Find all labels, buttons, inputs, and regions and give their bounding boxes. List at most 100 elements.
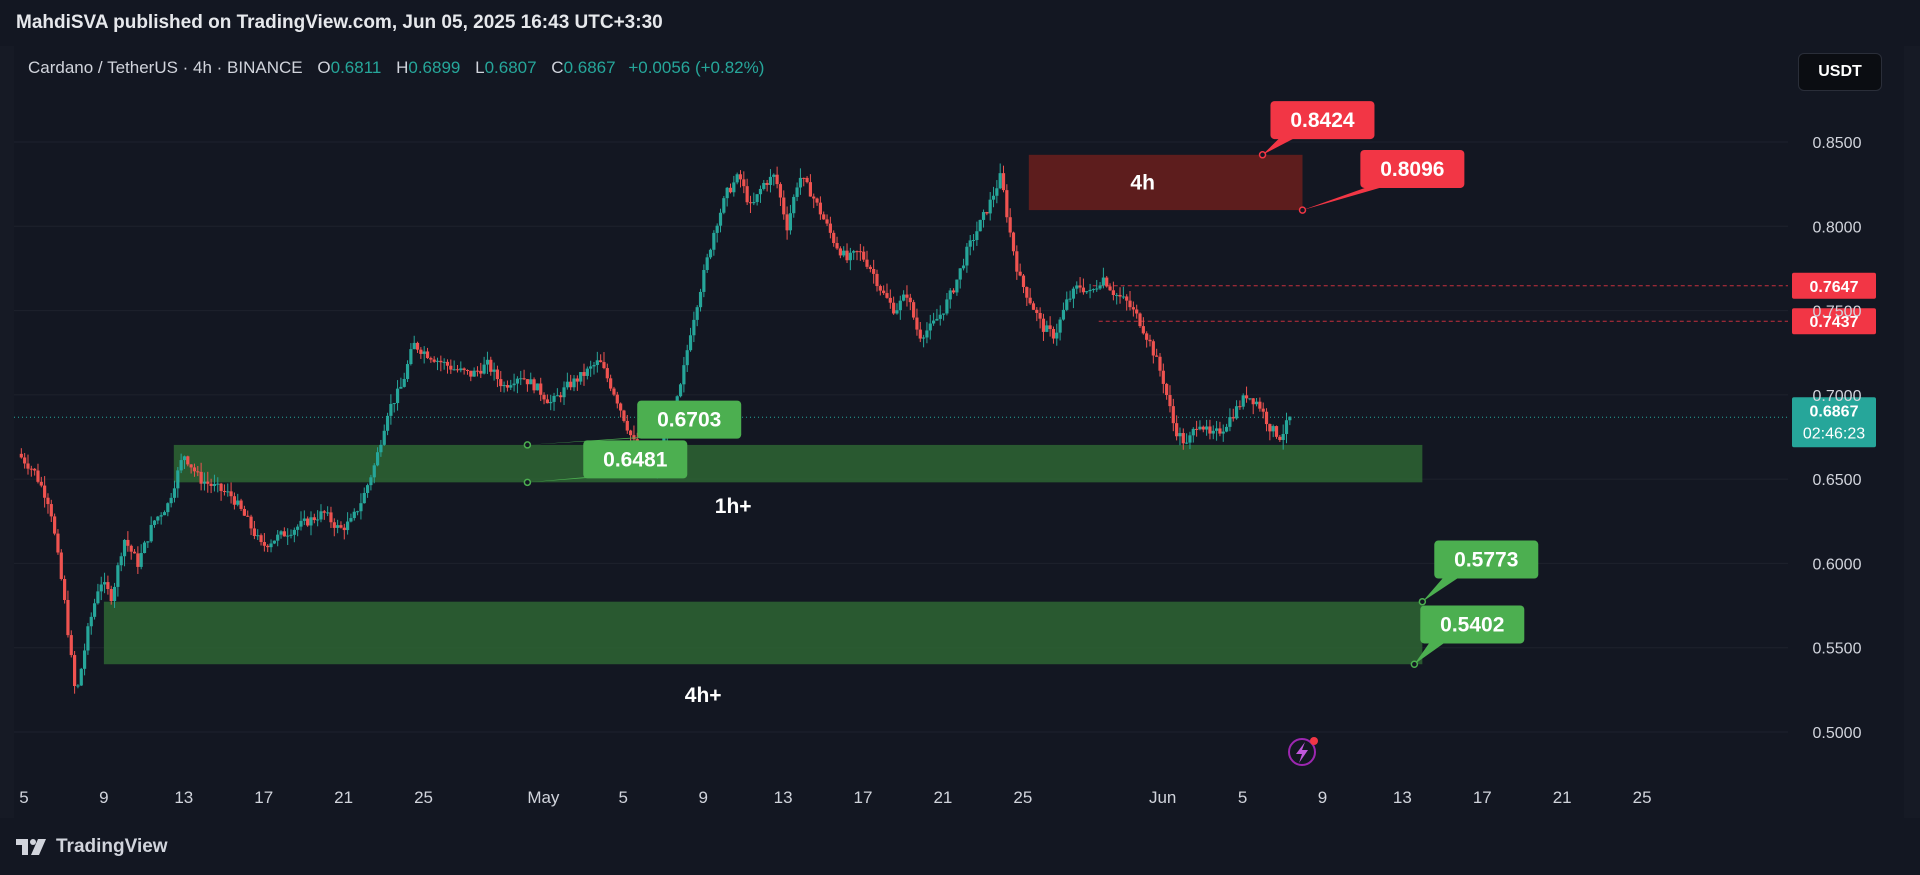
candle-body (1108, 286, 1112, 291)
candle-body (375, 452, 380, 466)
candle-body (725, 187, 729, 199)
candle-body (562, 387, 566, 398)
flash-icon[interactable] (1288, 737, 1318, 766)
candle-body (359, 503, 363, 512)
candle-body (625, 420, 629, 431)
candle-body (82, 650, 87, 669)
candle-body (279, 531, 283, 535)
candle-body (1208, 426, 1212, 434)
candle-body (172, 488, 177, 498)
candle-body (1258, 401, 1262, 409)
candle-body (166, 503, 170, 513)
candle-body (369, 477, 373, 486)
callout-box (583, 440, 688, 479)
candle-body (129, 545, 133, 552)
x-axis-tick-label: 13 (1393, 788, 1412, 807)
candle-body (479, 370, 483, 374)
candle-body (326, 512, 330, 514)
candle-body (229, 491, 233, 497)
candle-body (985, 212, 989, 214)
candle-body (492, 369, 496, 372)
candle-body (738, 174, 743, 180)
candle-body (858, 251, 862, 253)
candle-body (1145, 333, 1149, 340)
candle-body (73, 655, 77, 687)
candle-body (226, 491, 230, 493)
symbol-info[interactable]: Cardano / TetherUS · 4h · BINANCE (28, 58, 303, 77)
candle-body (182, 456, 187, 461)
currency-button[interactable]: USDT (1798, 53, 1882, 91)
candle-body (1284, 420, 1289, 434)
candle-body (346, 521, 350, 531)
candle-body (349, 518, 353, 522)
callout-box (637, 400, 742, 439)
candle-body (395, 388, 400, 404)
candle-body (242, 508, 247, 516)
candle-body (122, 539, 127, 557)
x-axis-tick-label: 21 (334, 788, 353, 807)
candle-body (592, 365, 596, 367)
candle-body (256, 535, 260, 537)
candle-body (585, 368, 589, 376)
y-axis-tick-label: 0.6500 (1813, 472, 1862, 489)
candle-body (1058, 319, 1062, 333)
candle-body (1065, 299, 1069, 310)
candle-body (915, 317, 919, 330)
candle-body (1188, 435, 1192, 443)
candle-body (785, 214, 789, 231)
candle-body (259, 535, 263, 543)
candle-body (682, 365, 686, 385)
x-axis-tick-label: 9 (698, 788, 707, 807)
candle-body (439, 360, 443, 363)
candle-body (1035, 309, 1039, 313)
candle-body (1128, 300, 1132, 308)
x-axis-tick-label: 13 (174, 788, 193, 807)
candle-body (402, 378, 406, 387)
candle-body (569, 381, 573, 388)
candle-body (1051, 328, 1056, 339)
candle-body (252, 528, 256, 537)
candle-body (1075, 285, 1079, 289)
candle-body (832, 232, 836, 244)
candle-body (1015, 251, 1019, 272)
candle-body (948, 290, 952, 300)
price-line-tag-label: 0.7437 (1810, 314, 1859, 331)
candle-body (465, 370, 470, 372)
price-line-tag (1792, 272, 1876, 299)
candle-body (156, 516, 160, 521)
zone-layer: 4h 1h+ 4h+ (103, 154, 1423, 707)
publisher-bar (0, 0, 1920, 46)
candle-body (958, 268, 962, 280)
candle-body (565, 381, 569, 388)
candle-body (1264, 411, 1269, 425)
candle-body (1261, 408, 1265, 412)
candle-body (892, 302, 896, 314)
callout-anchor (523, 441, 532, 449)
candle-body (961, 265, 966, 269)
candle-body (1178, 433, 1182, 437)
candle-body (132, 551, 137, 554)
candle-body (522, 378, 526, 380)
callout-box (1434, 540, 1539, 579)
candle-body (292, 529, 296, 535)
candle-body (775, 174, 779, 185)
candle-body (1045, 325, 1049, 332)
candle-body (306, 518, 310, 526)
candle-body (239, 500, 243, 509)
candle-body (931, 320, 936, 324)
candle-body (1008, 217, 1012, 233)
candle-body (629, 430, 633, 436)
candle-body (862, 251, 866, 260)
close-value: 0.6867 (563, 58, 616, 77)
callout-pointer (1262, 137, 1297, 155)
chart-panel[interactable] (14, 46, 1904, 818)
candle-body (212, 483, 217, 486)
candle-body (409, 349, 413, 365)
candle-body (405, 364, 410, 379)
candle-body (852, 251, 856, 253)
x-axis-tick-label: 5 (1238, 788, 1247, 807)
candle-body (69, 635, 73, 656)
tradingview-logo[interactable]: TradingView (16, 836, 168, 858)
candle-body (752, 202, 756, 204)
